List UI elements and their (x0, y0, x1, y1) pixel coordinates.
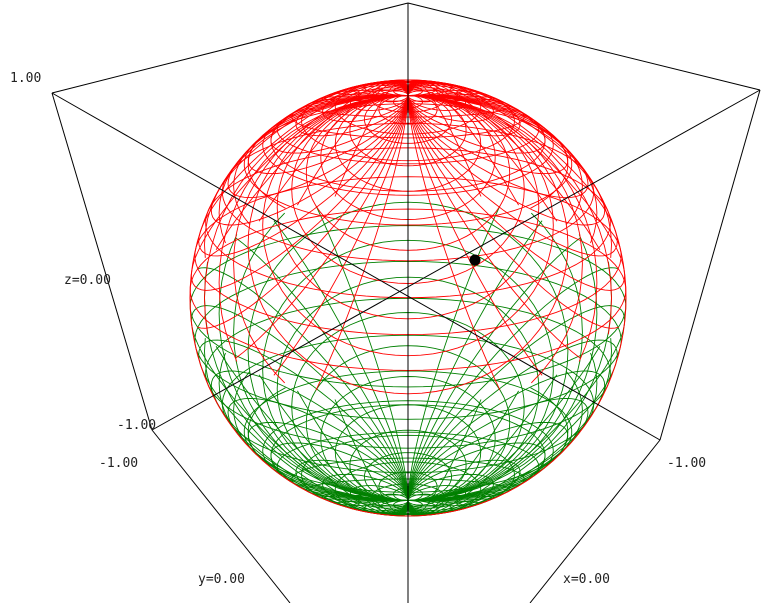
box-top-right (407, 2, 761, 91)
red-mesh (189, 79, 627, 517)
bounding-box (51, 2, 761, 603)
red-mesh-arc-54 (407, 87, 467, 111)
red-mesh-arc-16 (407, 95, 612, 258)
box-diag-2 (151, 89, 761, 431)
z-max-label: 1.00 (10, 71, 42, 86)
box-top-left (51, 2, 409, 94)
z-min-label: -1.00 (117, 418, 157, 433)
green-mesh-arc-53 (407, 493, 438, 506)
red-mesh-arc-65 (407, 95, 581, 359)
red-mesh-arc-67 (407, 95, 543, 376)
box-right-edge (659, 89, 761, 441)
x-axis-label: x=0.00 (563, 572, 610, 587)
red-mesh-arc-35 (378, 90, 409, 103)
red-mesh-arc-17 (204, 95, 409, 258)
green-mesh-arc-32 (407, 234, 598, 501)
red-mesh-arc-48 (235, 95, 409, 359)
green-mesh-arc-67 (407, 220, 543, 501)
y-axis-label: y=0.00 (198, 572, 245, 587)
red-mesh-arc-36 (349, 87, 409, 111)
green-mesh-arc-14 (407, 352, 598, 501)
green-mesh-arc-16 (407, 338, 612, 501)
box-diag-1 (51, 92, 661, 441)
red-mesh-arc-31 (218, 95, 409, 362)
box-left-edge (51, 92, 153, 431)
red-mesh-arc-14 (407, 95, 598, 244)
box-bottom-right (529, 439, 661, 603)
z-axis-label: z=0.00 (64, 273, 111, 288)
y-min-label: -1.00 (99, 456, 139, 471)
green-mesh-arc-31 (218, 234, 409, 501)
x-min-label: -1.00 (667, 456, 707, 471)
red-mesh-arc-50 (273, 95, 409, 376)
box-bottom-left (151, 429, 291, 603)
green-mesh-arc-36 (349, 485, 409, 509)
green-mesh-arc-54 (407, 485, 467, 509)
point-marker (469, 254, 481, 266)
red-mesh-arc-32 (407, 95, 598, 362)
green-mesh-arc-17 (204, 338, 409, 501)
red-mesh-arc-53 (407, 90, 438, 103)
green-mesh-arc-50 (273, 220, 409, 501)
green-mesh-arc-35 (378, 493, 409, 506)
green-mesh-arc-15 (218, 352, 409, 501)
red-mesh-arc-15 (218, 95, 409, 244)
sphere-outline (189, 79, 627, 517)
